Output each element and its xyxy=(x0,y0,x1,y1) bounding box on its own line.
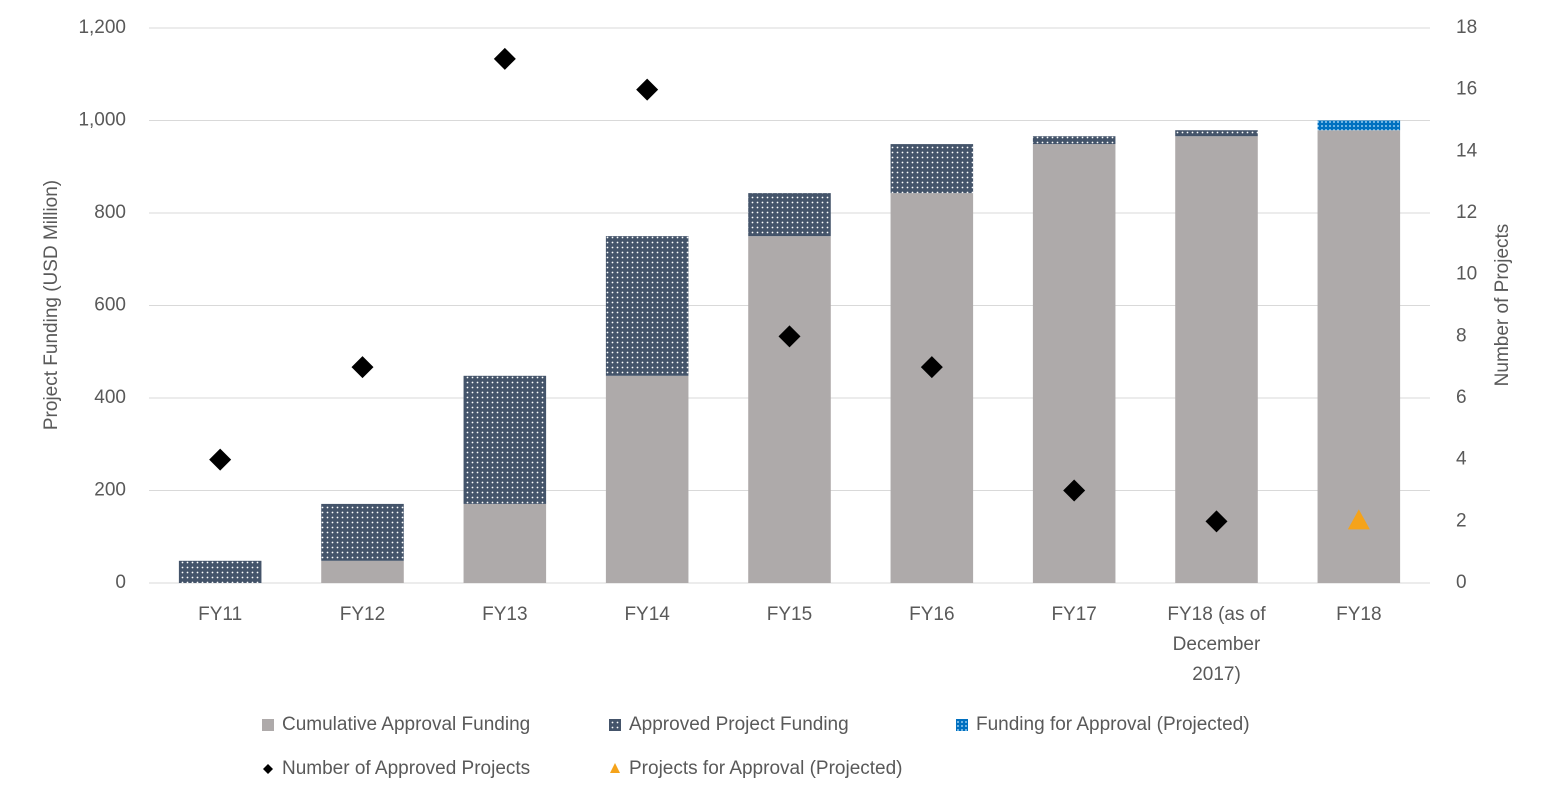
diamond-marker xyxy=(920,356,943,379)
y2-tick-label: 0 xyxy=(1456,572,1467,593)
x-tick-label: FY12 xyxy=(339,604,386,625)
x-tick-label: FY16 xyxy=(909,604,955,625)
bar-segment xyxy=(605,375,689,583)
y-tick-label: 0 xyxy=(115,572,126,593)
bar-segment xyxy=(463,503,547,583)
diamond-marker xyxy=(1063,479,1086,502)
x-tick-label: FY18 (as of December 2017) xyxy=(1167,604,1266,685)
y2-tick-label: 14 xyxy=(1456,140,1478,161)
x-tick-label: FY13 xyxy=(482,604,528,625)
diamond-marker xyxy=(351,356,374,379)
y-tick-label: 1,200 xyxy=(78,17,126,38)
y-tick-label: 200 xyxy=(94,480,126,501)
legend-label: Approved Project Funding xyxy=(629,714,849,735)
legend-label: Projects for Approval (Projected) xyxy=(629,758,903,779)
y-axis-title: Project Funding (USD Million) xyxy=(41,180,62,430)
y-tick-label: 800 xyxy=(94,202,126,223)
y2-tick-label: 2 xyxy=(1456,510,1467,531)
diamond-marker xyxy=(778,325,801,348)
bar-segment xyxy=(1032,144,1116,583)
y2-tick-label: 12 xyxy=(1456,202,1477,223)
bar-segment xyxy=(321,503,404,561)
y-tick-label: 400 xyxy=(94,387,126,408)
bar-segment xyxy=(605,236,689,376)
y-tick-label: 600 xyxy=(94,295,126,316)
x-tick-label: FY17 xyxy=(1051,604,1097,625)
legend-swatch xyxy=(956,719,968,731)
bar-segment xyxy=(748,193,831,237)
legend-label: Funding for Approval (Projected) xyxy=(976,714,1250,735)
y2-tick-label: 4 xyxy=(1456,449,1467,470)
diamond-marker xyxy=(209,448,232,471)
legend-swatch xyxy=(610,763,620,773)
legend-swatch xyxy=(609,719,621,731)
bar-segment xyxy=(890,193,974,584)
bar-segment xyxy=(1175,136,1258,583)
diamond-marker xyxy=(493,47,516,70)
x-tick-label: FY11 xyxy=(198,604,243,625)
bar-segment xyxy=(1317,130,1401,583)
x-tick-label: FY14 xyxy=(624,604,670,625)
bar-segment xyxy=(890,144,974,194)
y2-tick-label: 10 xyxy=(1456,264,1477,285)
x-tick-label: FY18 xyxy=(1336,604,1382,625)
y2-tick-label: 6 xyxy=(1456,387,1467,408)
y2-tick-label: 18 xyxy=(1456,17,1477,38)
bar-segment xyxy=(1032,136,1116,145)
y2-tick-label: 8 xyxy=(1456,325,1467,346)
legend-swatch xyxy=(262,719,274,731)
y-tick-label: 1,000 xyxy=(78,110,126,131)
bar-segment xyxy=(463,375,547,504)
bar-segment xyxy=(748,236,831,583)
legend-label: Number of Approved Projects xyxy=(282,758,530,779)
legend-label: Cumulative Approval Funding xyxy=(282,714,530,735)
y2-axis-title: Number of Projects xyxy=(1492,224,1513,387)
diamond-marker xyxy=(1205,510,1228,533)
bar-segment xyxy=(1175,130,1258,137)
y2-tick-label: 16 xyxy=(1456,79,1477,100)
bar-segment xyxy=(321,560,404,583)
bar-segment xyxy=(1317,120,1401,131)
diamond-marker xyxy=(636,78,659,101)
triangle-marker xyxy=(1347,509,1370,530)
bar-segment xyxy=(178,560,262,583)
legend-swatch xyxy=(263,764,273,774)
x-tick-label: FY15 xyxy=(766,604,813,625)
